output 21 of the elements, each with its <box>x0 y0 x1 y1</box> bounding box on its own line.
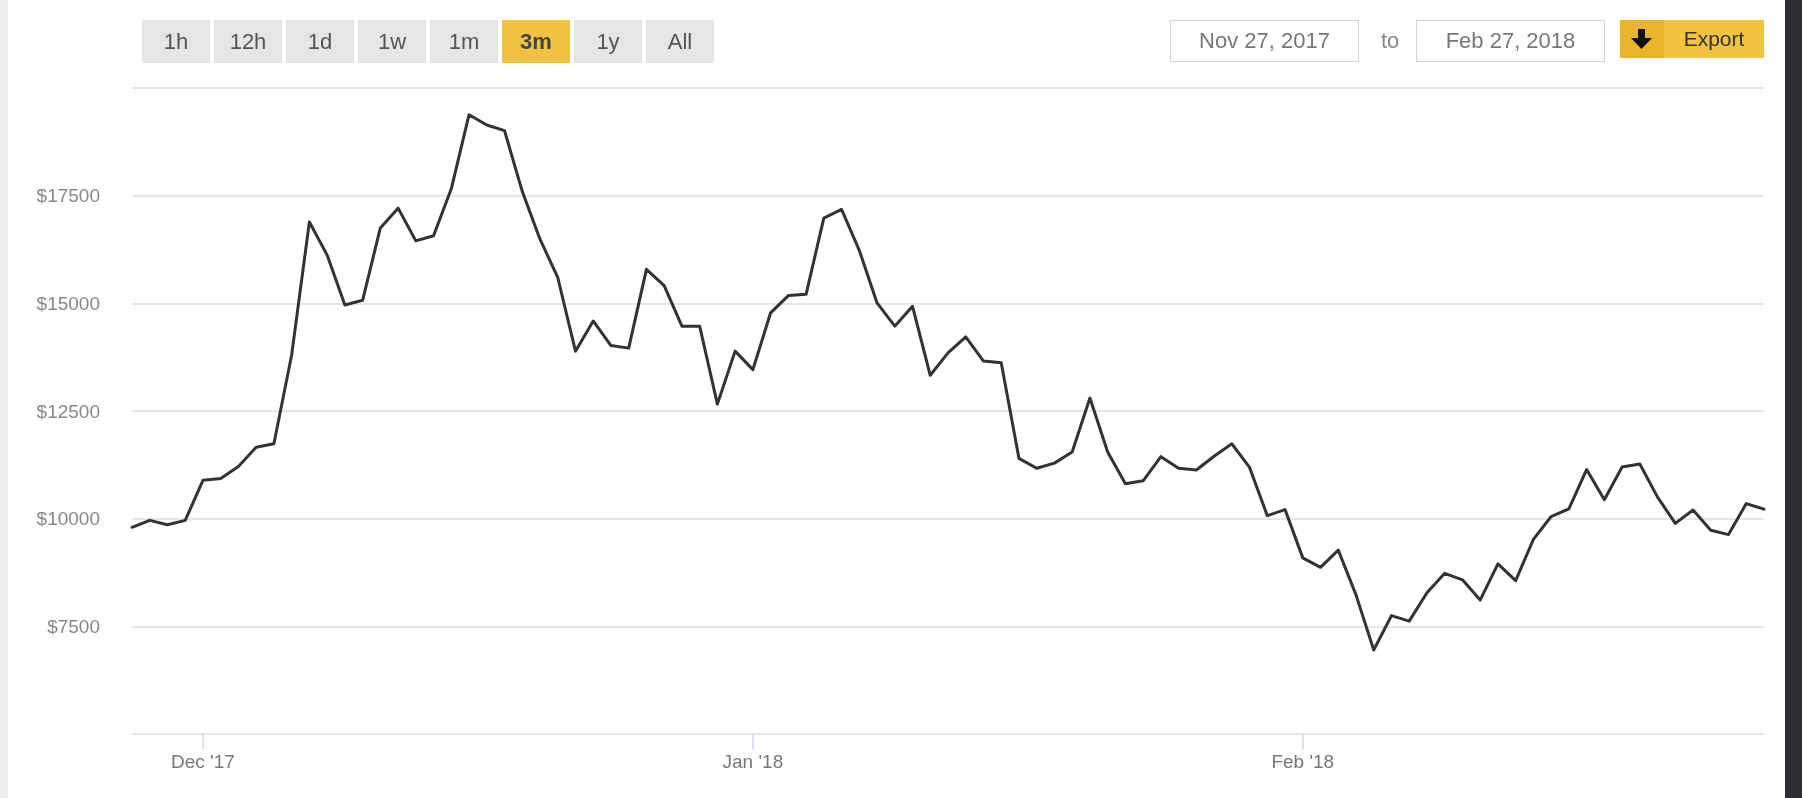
y-tick-label: $12500 <box>36 400 100 422</box>
line-series <box>130 113 1766 652</box>
x-tick-label: Jan '18 <box>722 751 784 772</box>
range-button: All <box>646 20 714 63</box>
text: to <box>1381 27 1400 55</box>
date-field: Feb 27, 2018 <box>1416 20 1605 62</box>
x-tick-label: Feb '18 <box>1271 751 1335 772</box>
range-button: 12h <box>214 20 282 63</box>
range-button: 1m <box>430 20 498 63</box>
range-button: 1y <box>574 20 642 63</box>
range-button: 1d <box>286 20 354 63</box>
date-field: Nov 27, 2017 <box>1170 20 1359 62</box>
y-tick-label: $15000 <box>36 292 100 314</box>
y-tick-label: $7500 <box>47 615 100 637</box>
export-button: Export <box>1620 20 1764 58</box>
range-button: 3m <box>502 20 570 63</box>
x-tick-label: Dec '17 <box>171 751 235 772</box>
range-button: 1w <box>358 20 426 63</box>
y-tick-label: $17500 <box>36 185 100 207</box>
range-button: 1h <box>142 20 210 63</box>
y-tick-label: $10000 <box>36 508 100 530</box>
